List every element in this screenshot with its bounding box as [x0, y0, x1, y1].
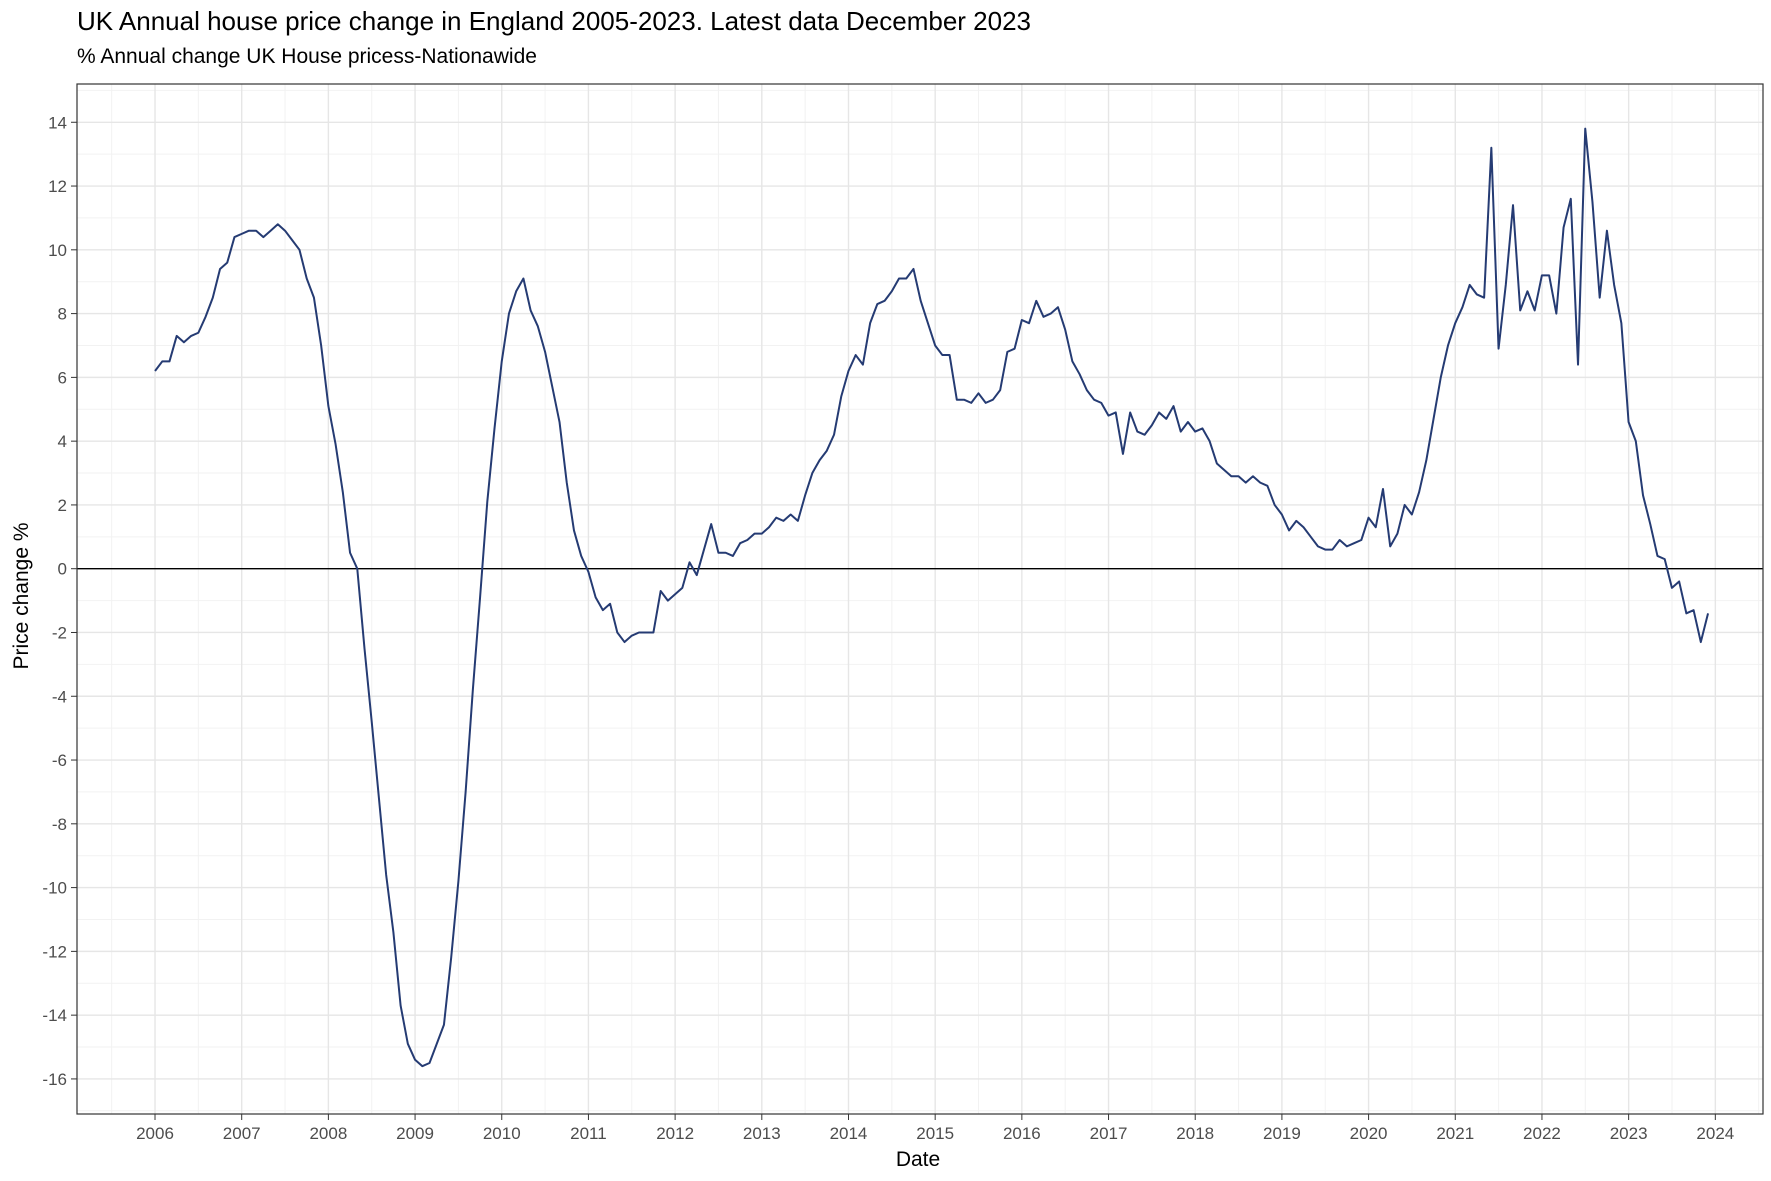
x-tick-label: 2008 [309, 1124, 347, 1143]
x-tick-label: 2018 [1176, 1124, 1214, 1143]
x-tick-label: 2015 [916, 1124, 954, 1143]
y-tick-label: 14 [48, 113, 67, 132]
y-tick-label: -12 [42, 942, 67, 961]
y-tick-label: 4 [58, 432, 67, 451]
x-tick-label: 2016 [1003, 1124, 1041, 1143]
y-tick-label: 8 [58, 305, 67, 324]
x-tick-label: 2017 [1090, 1124, 1128, 1143]
x-tick-label: 2011 [570, 1124, 607, 1143]
y-tick-label: 6 [58, 368, 67, 387]
y-tick-label: -14 [42, 1006, 67, 1025]
x-tick-label: 2023 [1610, 1124, 1648, 1143]
chart-title: UK Annual house price change in England … [77, 6, 1032, 36]
y-axis: 14 12 10 8 6 4 2 0 -2 -4 -6 -8 -10 -12 -14 -16 [42, 113, 77, 1089]
x-tick-label: 2014 [830, 1124, 868, 1143]
x-tick-label: 2021 [1436, 1124, 1474, 1143]
y-tick-label: 12 [48, 177, 67, 196]
y-tick-label: -16 [42, 1070, 67, 1089]
y-tick-label: 2 [58, 496, 67, 515]
x-tick-label: 2012 [656, 1124, 694, 1143]
series-line [154, 127, 1710, 1068]
x-tick-label: 2013 [743, 1124, 781, 1143]
y-tick-label: -4 [52, 687, 67, 706]
y-tick-label: -6 [52, 751, 67, 770]
x-tick-label: 2024 [1696, 1124, 1734, 1143]
y-tick-label: 0 [58, 560, 67, 579]
x-tick-label: 2010 [483, 1124, 521, 1143]
x-tick-label: 2022 [1523, 1124, 1561, 1143]
panel-border [76, 83, 1764, 1115]
y-tick-label: -2 [52, 623, 67, 642]
x-axis-title: Date [896, 1148, 940, 1171]
y-tick-label: 10 [48, 241, 67, 260]
x-tick-label: 2020 [1350, 1124, 1388, 1143]
x-tick-label: 2006 [136, 1124, 174, 1143]
y-axis-title: Price change % [10, 522, 33, 669]
x-tick-label: 2009 [396, 1124, 434, 1143]
x-tick-label: 2019 [1263, 1124, 1301, 1143]
y-tick-label: -8 [52, 815, 67, 834]
chart-subtitle: % Annual change UK House pricess-Nationa… [77, 45, 537, 68]
y-tick-label: -10 [42, 879, 67, 898]
x-tick-label: 2007 [223, 1124, 261, 1143]
x-axis: 2006 2007 2008 2009 2010 2011 2012 2013 2014 2015… [136, 1114, 1734, 1143]
minor-gridlines [77, 84, 1763, 1114]
